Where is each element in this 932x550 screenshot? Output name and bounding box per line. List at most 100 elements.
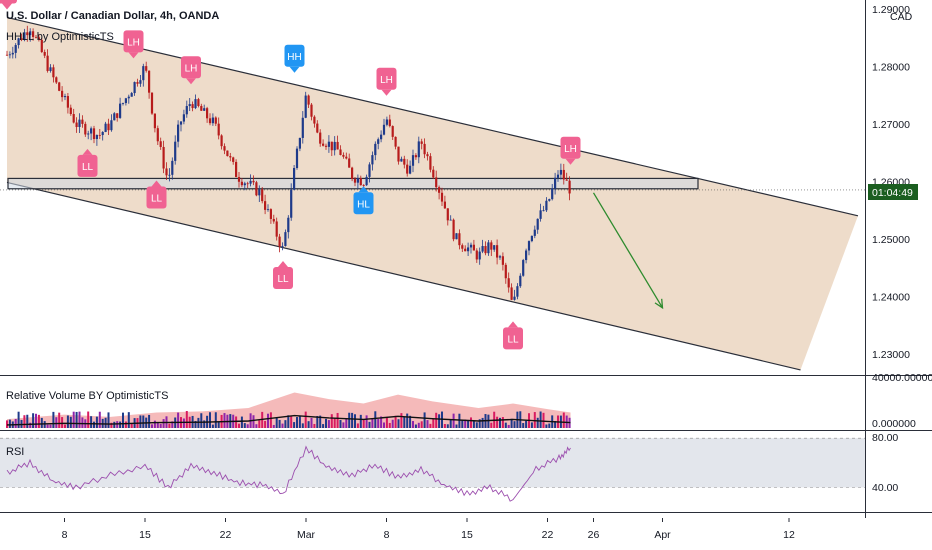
swing-label-lh[interactable]: LH [123,30,144,59]
time-axis-tick: 8 [384,529,390,541]
channel-lower-line[interactable] [6,181,801,371]
volume-bar [139,415,142,428]
volume-bar [470,417,472,428]
candle-body [469,244,473,248]
rsi-axis-tick: 40.00 [872,482,898,494]
swing-label-ll[interactable]: LL [273,261,293,290]
volume-bar [490,422,493,428]
volume-bar [319,415,322,428]
candle-body [342,154,345,157]
candle-body [153,113,156,129]
price-plot[interactable]: LH LL LH LL LH LL HH HL LH LL LH [0,0,865,371]
candle-body [43,52,46,56]
swing-label-ll[interactable]: LL [146,180,167,209]
candle-body [409,165,412,174]
candle-body [293,167,296,190]
candle-body [252,180,255,183]
projection-arrow-line[interactable] [592,192,664,309]
projection-arrow-head [654,298,664,310]
price-pane[interactable]: LH LL LH LL LH LL HH HL LH LL LH [0,0,865,371]
candle-body [507,278,510,288]
candle-body [559,169,562,175]
volume-bar [351,412,354,428]
candle-body [5,54,9,56]
volume-bar [159,423,162,428]
candle-body [49,67,52,71]
candle-body [438,187,441,193]
candle-body [174,141,177,161]
price-axis-tick: 1.29000 [872,4,910,16]
candle-body [362,185,365,186]
volume-bar [142,415,145,428]
candle-body [551,188,554,200]
swing-tag-box [560,136,581,159]
volume-bar [151,424,153,428]
candle-body [116,113,119,118]
candle-body [435,177,438,188]
channel-upper-line[interactable] [6,16,859,217]
candle-body [191,104,194,109]
candle-body [545,200,548,211]
volume-bar [342,422,345,428]
volume-bar [217,422,220,428]
support-resistance-zone[interactable] [7,177,699,190]
swing-label-lh[interactable]: LH [181,56,201,85]
swing-label-lh[interactable]: LH [560,136,581,165]
candle-body [78,119,81,128]
volume-bar [58,412,61,428]
time-axis-tick: 22 [542,529,554,541]
swing-tag-box [284,44,305,67]
swing-label-hh[interactable]: HH [284,44,305,73]
candle-body [58,82,61,91]
candle-body [14,45,17,53]
indicator-name[interactable]: HHLL by OptimisticTS [6,31,114,43]
price-axis[interactable]: 1.290001.280001.270001.260001.250001.240… [872,4,910,361]
swing-tag-text: LL [277,274,289,285]
candle-body [197,99,200,106]
candle-body [139,80,142,84]
swing-label-lh[interactable]: LH [376,67,397,96]
candle-body [110,120,113,131]
swing-tag-box [353,192,374,215]
swing-label-ll[interactable]: LL [77,148,98,177]
candle-body [119,103,122,118]
volume-bar [301,423,304,428]
volume-bar [252,415,255,428]
volume-bar [223,413,226,428]
candle-body [52,67,55,78]
swing-label-lh[interactable]: LH [0,0,17,10]
symbol-title[interactable]: U.S. Dollar / Canadian Dollar, 4h, OANDA [6,10,219,22]
candle-body [504,264,507,279]
candle-body [562,169,565,180]
volume-bar [417,422,420,428]
relative-volume-pane[interactable] [6,392,571,428]
rsi-pane[interactable] [0,437,865,502]
volume-bar [110,422,113,428]
volume-bar [49,424,52,428]
rsi-pane-title[interactable]: RSI [6,446,24,458]
candle-body [478,251,481,260]
swing-label-ll[interactable]: LL [503,321,523,350]
candle-body [455,233,458,240]
candle-body [124,98,127,104]
volume-bar [371,418,374,428]
candle-body [258,189,261,196]
volume-pane-title[interactable]: Relative Volume BY OptimisticTS [6,390,168,402]
time-axis-tick: Mar [297,529,316,541]
volume-bar [37,414,40,428]
candle-body [20,38,23,41]
candle-body [264,201,267,210]
swing-tag-box [376,67,397,90]
volume-bar [461,420,464,428]
swing-label-hl[interactable]: HL [353,186,374,215]
candle-body [177,124,180,142]
volume-bar [472,421,475,428]
time-axis[interactable]: 8 15 22 Mar 8 15 22 26 Apr 12 [62,518,795,541]
volume-bar [409,415,412,428]
candle-body [208,118,212,124]
candle-body [290,189,293,218]
volume-bar [383,422,385,428]
candle-body [527,241,531,251]
candle-body [266,209,270,210]
